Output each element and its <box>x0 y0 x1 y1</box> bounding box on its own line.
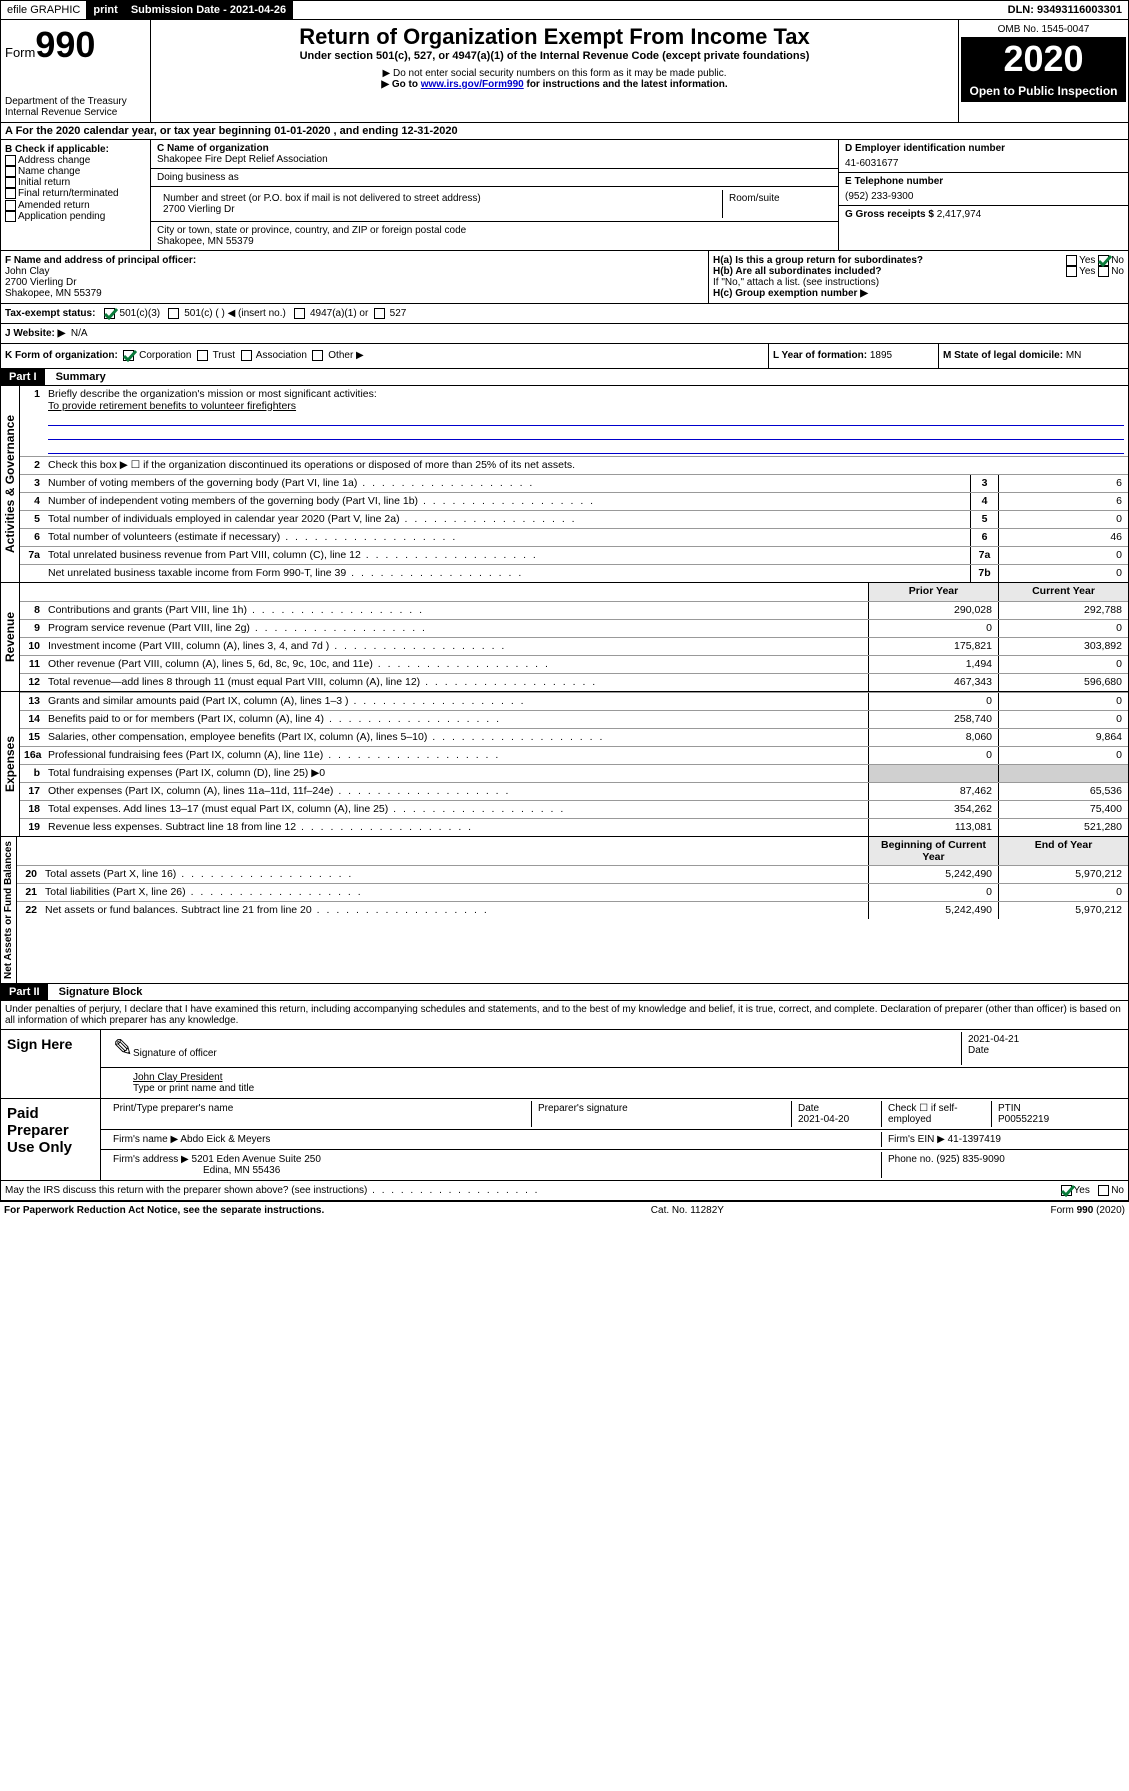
page-footer: For Paperwork Reduction Act Notice, see … <box>0 1201 1129 1219</box>
form990-link[interactable]: www.irs.gov/Form990 <box>421 79 524 90</box>
summary-revenue: Revenue b Prior Year Current Year 8Contr… <box>0 583 1129 692</box>
firm-name: Abdo Eick & Meyers <box>180 1134 270 1145</box>
city-state-zip: Shakopee, MN 55379 <box>157 236 832 247</box>
submission-date: Submission Date - 2021-04-26 <box>125 1 293 19</box>
irs-label: Internal Revenue Service <box>5 107 146 118</box>
summary-governance: Activities & Governance 1 Briefly descri… <box>0 386 1129 583</box>
firm-phone: (925) 835-9090 <box>936 1154 1004 1165</box>
perjury-statement: Under penalties of perjury, I declare th… <box>0 1001 1129 1030</box>
city-row: City or town, state or province, country… <box>151 222 838 250</box>
check-icon <box>1098 254 1112 268</box>
org-name: Shakopee Fire Dept Relief Association <box>157 154 832 165</box>
form-header: Form990 Department of the Treasury Inter… <box>0 20 1129 123</box>
firm-ein: 41-1397419 <box>948 1134 1001 1145</box>
tax-year: 2020 <box>961 38 1126 80</box>
sign-here-label: Sign Here <box>1 1030 101 1098</box>
discuss-row: May the IRS discuss this return with the… <box>0 1181 1129 1201</box>
org-name-row: C Name of organization Shakopee Fire Dep… <box>151 140 838 169</box>
omb-number: OMB No. 1545-0047 <box>961 22 1126 38</box>
signature-block: Sign Here ✎ Signature of officer 2021-04… <box>0 1030 1129 1181</box>
print-button[interactable]: print <box>87 1 124 19</box>
part2-title: Signature Block <box>51 986 143 998</box>
paid-preparer-label: Paid Preparer Use Only <box>1 1099 101 1180</box>
officer-group-block: F Name and address of principal officer:… <box>0 251 1129 304</box>
ptin: P00552219 <box>998 1114 1049 1125</box>
check-icon <box>1061 1184 1075 1198</box>
box-h: H(a) Is this a group return for subordin… <box>708 251 1128 303</box>
open-public: Open to Public Inspection <box>961 80 1126 102</box>
box-b-checkboxes: B Check if applicable: Address change Na… <box>1 140 151 250</box>
subtitle-1: Under section 501(c), 527, or 4947(a)(1)… <box>155 50 954 62</box>
gross-receipts-value: 2,417,974 <box>937 209 982 220</box>
check-icon <box>104 307 118 321</box>
check-icon <box>123 349 137 363</box>
efile-label: efile GRAPHIC <box>1 1 87 19</box>
section-a-tax-year: A For the 2020 calendar year, or tax yea… <box>0 123 1129 140</box>
ein-row: D Employer identification number 41-6031… <box>839 140 1128 173</box>
subtitle-2: ▶ Do not enter social security numbers o… <box>155 68 954 79</box>
phone-value: (952) 233-9300 <box>845 191 1122 202</box>
mission-text: To provide retirement benefits to volunt… <box>48 400 1124 412</box>
dba-row: Doing business as <box>151 169 838 187</box>
part1-header: Part I <box>1 369 45 385</box>
top-bar: efile GRAPHIC print Submission Date - 20… <box>0 0 1129 20</box>
form-number: Form990 <box>5 24 146 66</box>
dept-treasury: Department of the Treasury <box>5 96 146 107</box>
form-of-org-row: K Form of organization: Corporation Trus… <box>1 344 768 367</box>
sign-date: 2021-04-21 <box>968 1034 1116 1045</box>
phone-row: E Telephone number (952) 233-9300 <box>839 173 1128 206</box>
summary-expenses: Expenses 13Grants and similar amounts pa… <box>0 692 1129 837</box>
ein-value: 41-6031677 <box>845 158 1122 169</box>
part1-title: Summary <box>48 371 106 383</box>
gross-receipts-row: G Gross receipts $ 2,417,974 <box>839 206 1128 223</box>
part2-header: Part II <box>1 984 48 1000</box>
org-info-block: B Check if applicable: Address change Na… <box>0 140 1129 251</box>
year-formation: L Year of formation: 1895 <box>768 344 938 367</box>
dln: DLN: 93493116003301 <box>1002 1 1128 19</box>
summary-net-assets: Net Assets or Fund Balances Beginning of… <box>0 837 1129 984</box>
street-address: 2700 Vierling Dr <box>163 204 716 215</box>
form-title: Return of Organization Exempt From Incom… <box>155 24 954 50</box>
box-f-officer: F Name and address of principal officer:… <box>1 251 708 303</box>
tax-exempt-row: Tax-exempt status: 501(c)(3) 501(c) ( ) … <box>1 304 1128 323</box>
prep-date: 2021-04-20 <box>798 1114 849 1125</box>
subtitle-3: ▶ Go to www.irs.gov/Form990 for instruct… <box>155 79 954 90</box>
address-row: Number and street (or P.O. box if mail i… <box>151 187 838 222</box>
state-domicile: M State of legal domicile: MN <box>938 344 1128 367</box>
website-row: J Website: ▶ N/A <box>1 324 1128 343</box>
officer-name-title: John Clay President <box>133 1072 1116 1083</box>
